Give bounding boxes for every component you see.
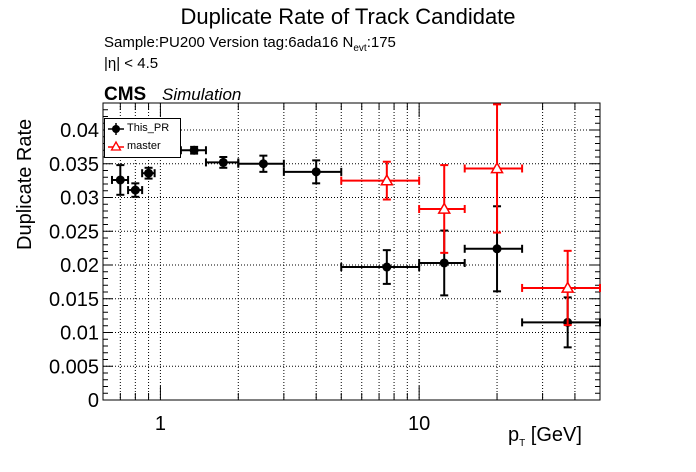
legend: This_PR master: [104, 118, 181, 158]
y-tick-label: 0.01: [60, 323, 99, 345]
series-this-pr: [110, 145, 601, 349]
sample-text: Sample:PU200 Version tag:6ada16 N: [104, 34, 354, 51]
y-tick-label: 0.035: [49, 154, 99, 176]
x-label-sub: T: [519, 438, 526, 449]
y-tick-label: 0.015: [49, 289, 99, 311]
data-point: [490, 161, 504, 174]
x-label-main: p: [508, 424, 520, 446]
data-point: [439, 258, 449, 268]
legend-marker-master: [110, 140, 122, 151]
simulation-label: Simulation: [162, 85, 242, 104]
legend-master: master: [127, 140, 161, 152]
y-tick-label: 0: [88, 390, 99, 412]
data-point: [311, 167, 321, 177]
cms-label: CMS: [104, 84, 147, 105]
data-point: [492, 244, 502, 254]
legend-label-this-pr: This_PR: [127, 122, 170, 134]
y-axis-label: Duplicate Rate: [14, 118, 36, 250]
legend-this-pr: This_PR: [127, 122, 169, 134]
grid-lines: [102, 103, 600, 400]
y-tick-label: 0.025: [49, 221, 99, 243]
x-label-unit: [GeV]: [525, 424, 582, 446]
data-point: [380, 173, 394, 186]
y-tick-label: 0.005: [49, 356, 99, 378]
sample-info: Sample:PU200 Version tag:6ada16 Nevt:175: [104, 34, 396, 54]
data-point: [130, 185, 140, 195]
data-point: [218, 157, 228, 167]
data-point: [258, 159, 268, 169]
x-tick-label: 1: [155, 413, 166, 435]
chart-title: Duplicate Rate of Track Candidate: [180, 4, 516, 29]
data-point: [560, 280, 575, 293]
series-master: [340, 103, 601, 327]
data-point: [382, 262, 392, 272]
data-point: [115, 175, 125, 185]
eta-cut: |η| < 4.5: [104, 55, 159, 72]
legend-label-master: master: [127, 140, 161, 152]
y-tick-label: 0.04: [60, 120, 99, 142]
x-axis-label: pT [GeV]: [508, 424, 582, 449]
data-point: [437, 201, 452, 214]
nevt-subscript: evt: [353, 43, 367, 54]
data-marks: [110, 103, 601, 349]
x-tick-label: 10: [408, 413, 430, 435]
legend-marker-this-pr: [112, 125, 120, 133]
y-tick-label: 0.03: [60, 188, 99, 210]
data-point: [189, 145, 199, 155]
nevt-value: :175: [366, 34, 396, 51]
axes: 1 10 0 0.005 0.01 0.015 0.02 0.025 0.03 0.035 0.04: [49, 102, 601, 435]
data-point: [144, 168, 154, 178]
y-tick-label: 0.02: [60, 255, 99, 277]
legend-markers: [108, 123, 124, 151]
